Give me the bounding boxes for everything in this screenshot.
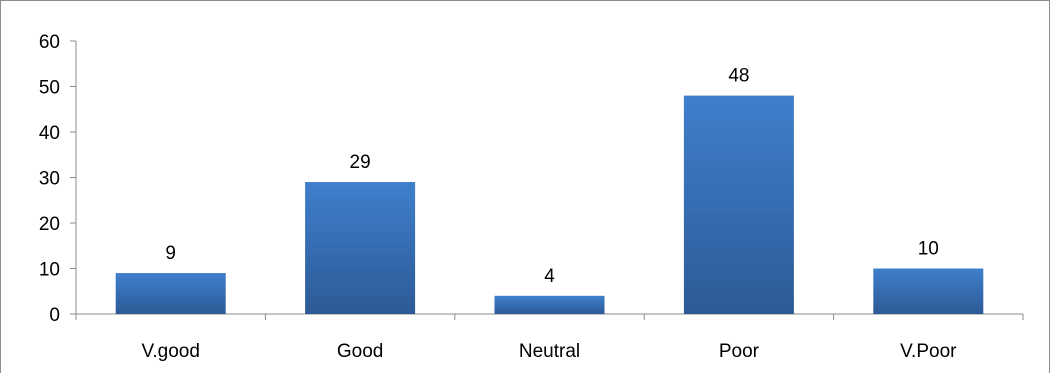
x-tick-label: V.good bbox=[141, 341, 199, 362]
x-tick-label: Good bbox=[337, 341, 383, 362]
y-axis: 0 10 20 30 40 50 60 bbox=[39, 32, 77, 326]
data-label: 48 bbox=[728, 66, 749, 87]
x-tick-label: V.Poor bbox=[900, 341, 957, 362]
bar-v-good bbox=[115, 273, 226, 314]
y-tick-label: 60 bbox=[39, 32, 60, 53]
data-label: 29 bbox=[350, 152, 371, 173]
data-label: 4 bbox=[544, 266, 555, 287]
y-tick-label: 0 bbox=[49, 305, 60, 326]
bar-poor bbox=[683, 95, 794, 314]
y-tick-label: 40 bbox=[39, 123, 60, 144]
bar-v-poor bbox=[873, 268, 984, 314]
bar-good bbox=[305, 182, 416, 314]
data-labels: 9 29 4 48 10 bbox=[165, 66, 938, 287]
x-axis: V.good Good Neutral Poor V.Poor bbox=[75, 313, 1024, 362]
bars bbox=[115, 95, 984, 314]
bar-neutral bbox=[494, 295, 605, 314]
y-tick-label: 50 bbox=[39, 78, 60, 99]
x-tick-label: Poor bbox=[719, 341, 760, 362]
data-label: 9 bbox=[165, 243, 176, 264]
x-tick-label: Neutral bbox=[519, 341, 580, 362]
y-tick-label: 10 bbox=[39, 260, 60, 281]
data-label: 10 bbox=[918, 239, 939, 260]
y-tick-label: 30 bbox=[39, 169, 60, 190]
y-tick-label: 20 bbox=[39, 214, 60, 235]
